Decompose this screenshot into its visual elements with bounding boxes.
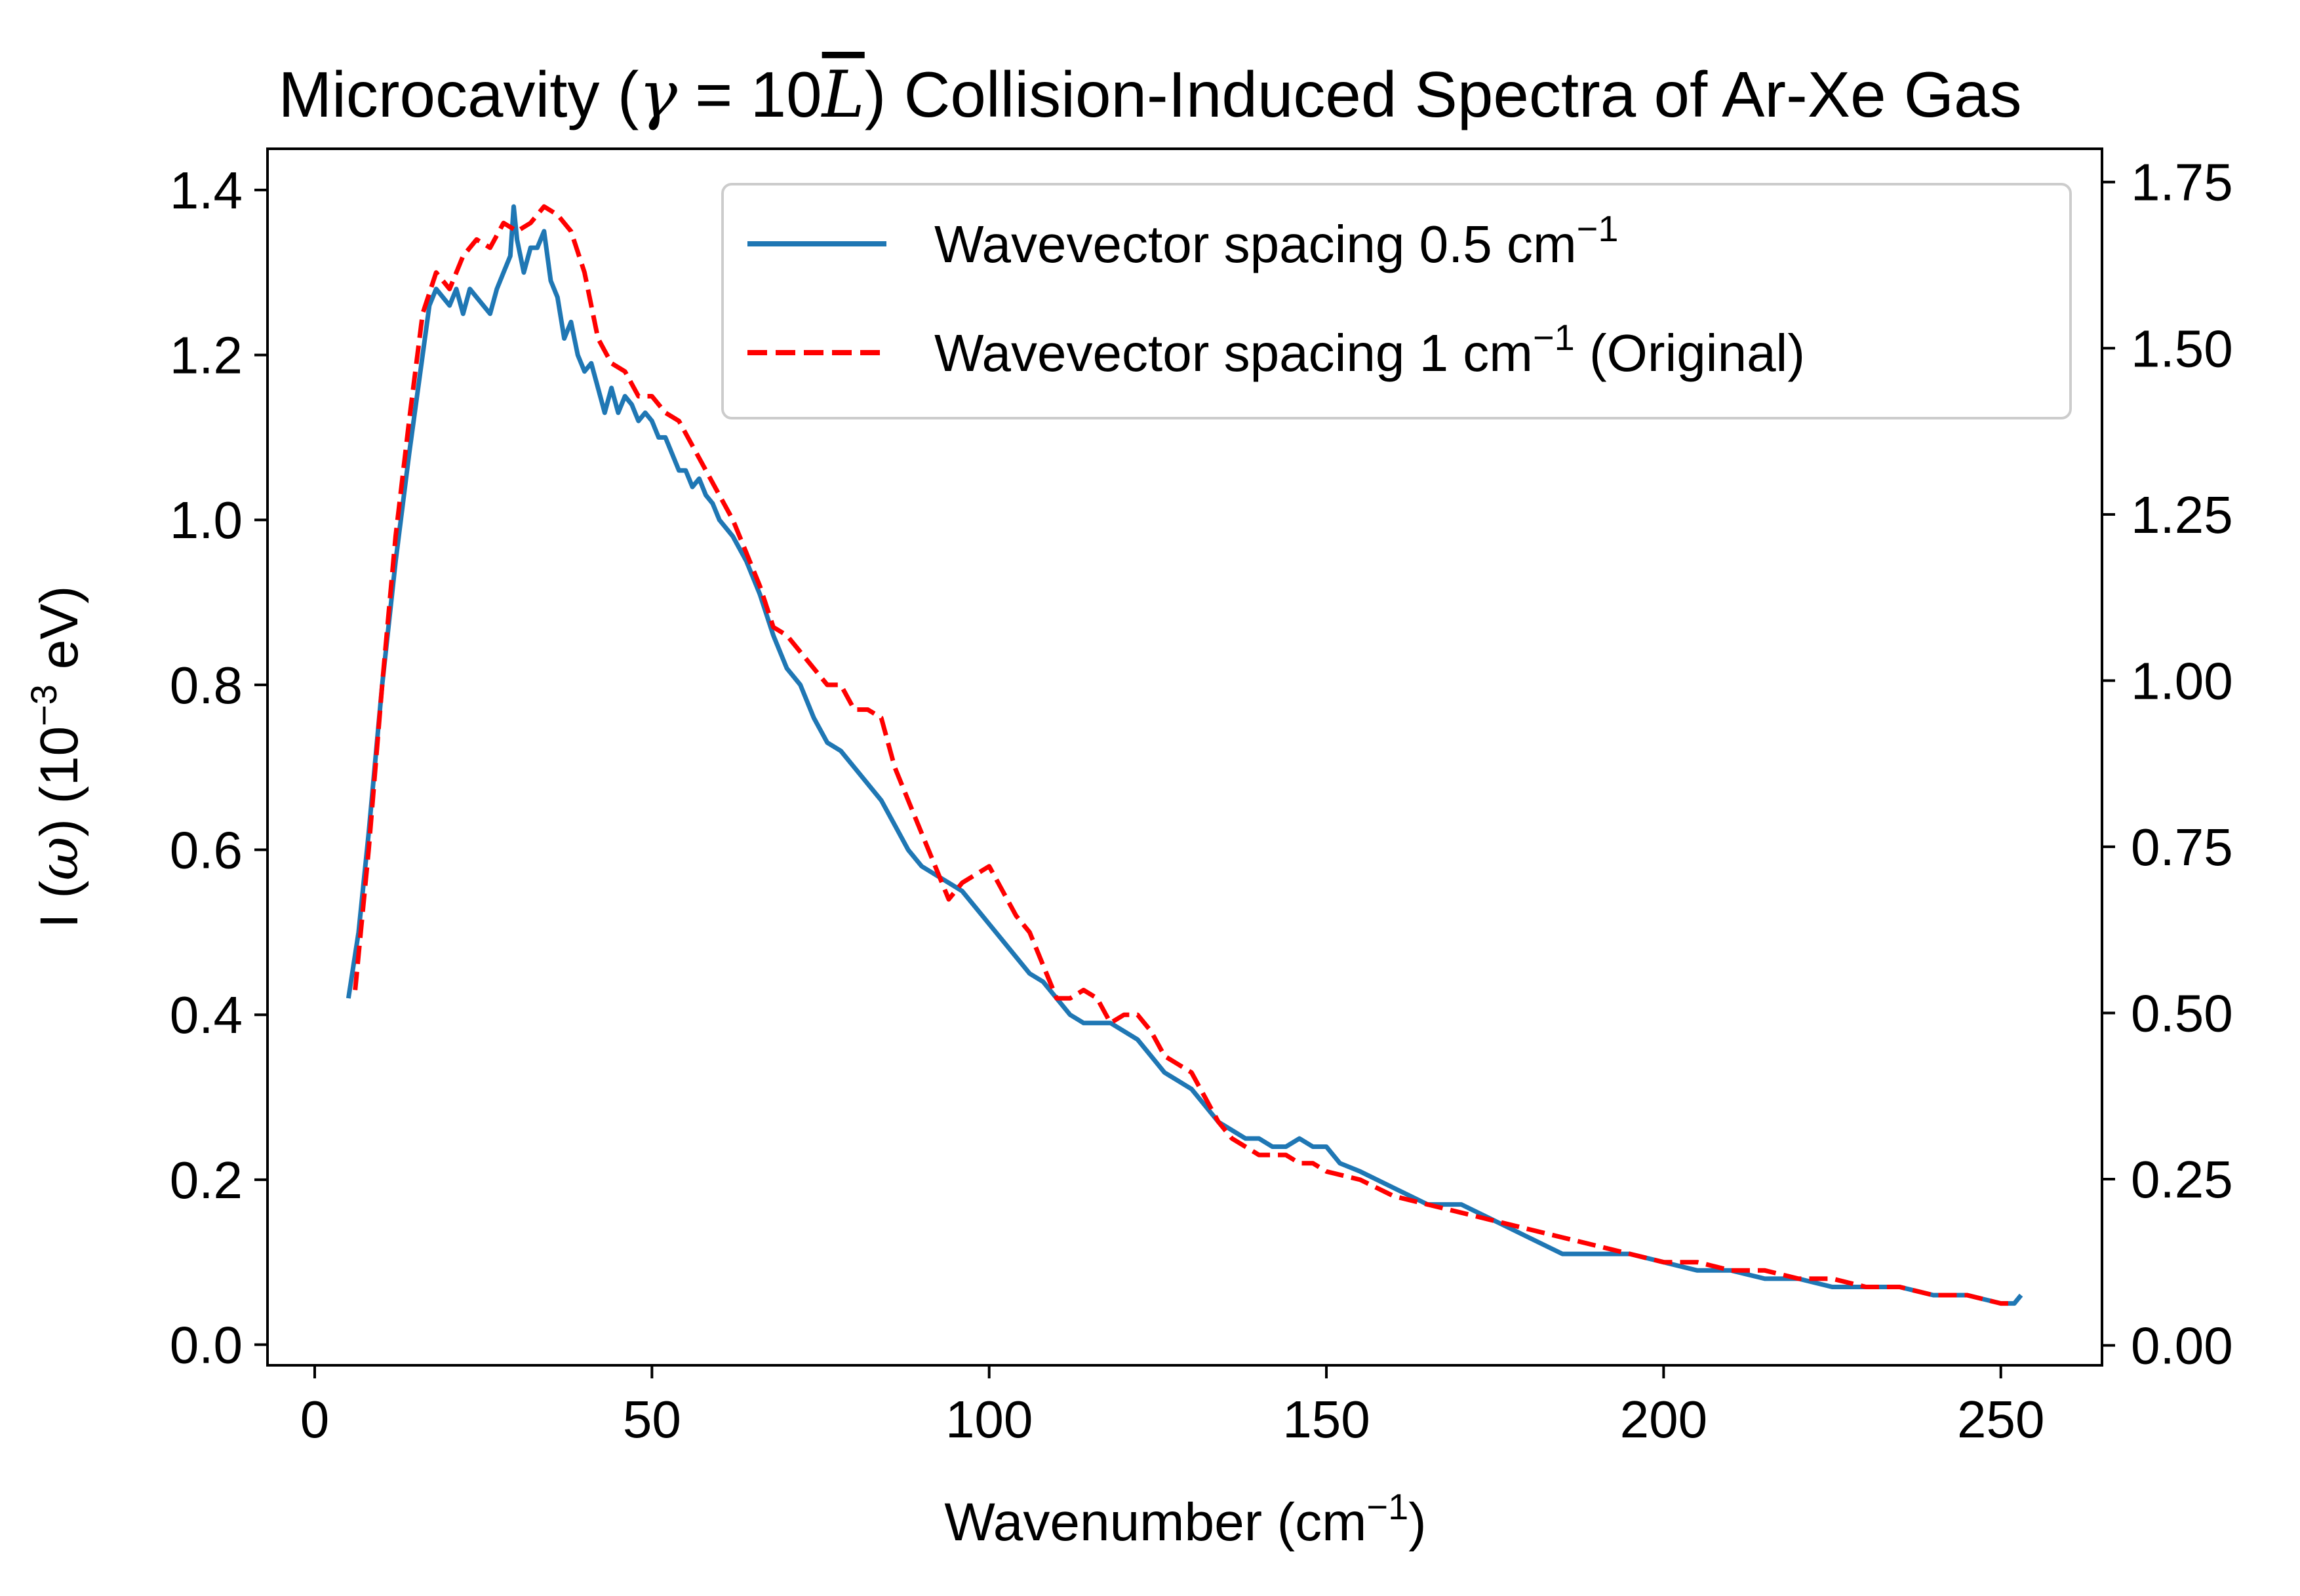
y2-tick-label: 1.00 bbox=[2131, 652, 2233, 710]
x-axis: 0 50 100 150 200 250 bbox=[300, 1365, 2044, 1449]
x-tick-label: 250 bbox=[1957, 1390, 2044, 1449]
y2-tick-label: 0.75 bbox=[2131, 818, 2233, 876]
y-tick-label: 1.0 bbox=[170, 491, 243, 549]
x-tick-label: 200 bbox=[1620, 1390, 1707, 1449]
y-tick-label: 0.4 bbox=[170, 986, 243, 1044]
title-equals: = 10 bbox=[677, 58, 822, 130]
y2-tick-label: 1.50 bbox=[2131, 319, 2233, 378]
x-axis-label-sup: −1 bbox=[1366, 1486, 1408, 1527]
y-tick-label: 0.2 bbox=[170, 1151, 243, 1209]
legend-label-series-2-sup: −1 bbox=[1533, 317, 1575, 358]
x-tick-label: 0 bbox=[300, 1390, 330, 1449]
y2-tick-label: 1.75 bbox=[2131, 153, 2233, 212]
y-axis-label-prefix: I ( bbox=[30, 880, 89, 928]
y2-tick-label: 0.25 bbox=[2131, 1150, 2233, 1209]
legend-label-series-1: Wavevector spacing 0.5 cm−1 bbox=[934, 208, 1619, 273]
legend: Wavevector spacing 0.5 cm−1 Wavevector s… bbox=[721, 183, 2072, 419]
x-axis-label-text: Wavenumber (cm bbox=[944, 1492, 1366, 1552]
y-tick-label: 1.2 bbox=[170, 326, 243, 385]
series-line-2 bbox=[353, 204, 2015, 1306]
legend-label-series-1-text: Wavevector spacing 0.5 cm bbox=[934, 215, 1577, 273]
y-tick-label: 0.6 bbox=[170, 821, 243, 880]
series-line-1 bbox=[346, 204, 2023, 1306]
x-axis-label: Wavenumber (cm−1) bbox=[944, 1486, 1426, 1552]
y-axis-label: I (ω) (10−3 eV) bbox=[23, 586, 90, 929]
plot-frame bbox=[266, 147, 2103, 1367]
title-l-bar: L bbox=[821, 58, 865, 132]
chart-title: Microcavity (γ = 10L) Collision-Induced … bbox=[278, 58, 2021, 132]
legend-label-series-2-text: Wavevector spacing 1 cm bbox=[934, 324, 1533, 382]
legend-label-series-2: Wavevector spacing 1 cm−1 (Original) bbox=[934, 317, 1805, 382]
x-tick-label: 150 bbox=[1282, 1390, 1370, 1449]
legend-label-series-2-suffix: (Original) bbox=[1575, 324, 1805, 382]
title-gamma: γ bbox=[639, 58, 677, 132]
y-tick-label: 0.0 bbox=[170, 1316, 243, 1374]
y-tick-label: 1.4 bbox=[170, 161, 243, 220]
legend-box bbox=[721, 183, 2072, 419]
x-tick-label: 100 bbox=[945, 1390, 1033, 1449]
y2-tick-label: 0.50 bbox=[2131, 984, 2233, 1042]
y2-tick-label: 0.00 bbox=[2131, 1317, 2233, 1375]
x-tick-label: 50 bbox=[623, 1390, 681, 1449]
title-prefix: Microcavity ( bbox=[278, 58, 639, 130]
y-axis-left: 0.0 0.2 0.4 0.6 0.8 1.0 1.2 1.4 bbox=[170, 161, 268, 1374]
legend-label-series-1-sup: −1 bbox=[1577, 208, 1619, 249]
plot-area bbox=[346, 204, 2023, 1306]
y-axis-label-middle: ) (10 bbox=[30, 726, 89, 837]
y-axis-label-omega: ω bbox=[28, 837, 90, 881]
title-suffix: ) Collision-Induced Spectra of Ar-Xe Gas bbox=[865, 58, 2022, 130]
y-tick-label: 0.8 bbox=[170, 656, 243, 714]
y-axis-label-suffix: eV) bbox=[30, 586, 89, 684]
y2-tick-label: 1.25 bbox=[2131, 486, 2233, 544]
y-axis-right: 0.00 0.25 0.50 0.75 1.00 1.25 1.50 1.75 bbox=[2102, 153, 2233, 1375]
x-axis-label-close: ) bbox=[1408, 1492, 1426, 1552]
y-axis-label-sup: −3 bbox=[23, 684, 64, 726]
